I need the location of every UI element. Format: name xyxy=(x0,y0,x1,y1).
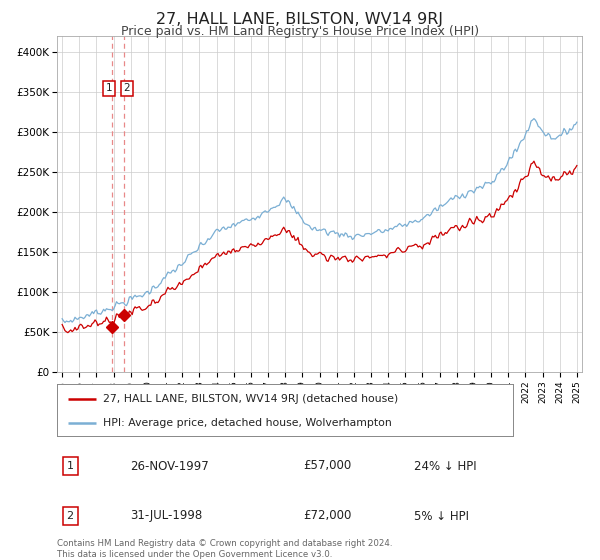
Text: 26-NOV-1997: 26-NOV-1997 xyxy=(131,460,209,473)
Text: £72,000: £72,000 xyxy=(304,510,352,522)
Text: 2: 2 xyxy=(67,511,74,521)
Text: Contains HM Land Registry data © Crown copyright and database right 2024.: Contains HM Land Registry data © Crown c… xyxy=(57,539,392,548)
Text: 5% ↓ HPI: 5% ↓ HPI xyxy=(414,510,469,522)
Text: 31-JUL-1998: 31-JUL-1998 xyxy=(131,510,203,522)
Text: 27, HALL LANE, BILSTON, WV14 9RJ (detached house): 27, HALL LANE, BILSTON, WV14 9RJ (detach… xyxy=(103,394,398,404)
Text: 24% ↓ HPI: 24% ↓ HPI xyxy=(414,460,476,473)
Text: HPI: Average price, detached house, Wolverhampton: HPI: Average price, detached house, Wolv… xyxy=(103,418,391,428)
Text: Price paid vs. HM Land Registry's House Price Index (HPI): Price paid vs. HM Land Registry's House … xyxy=(121,25,479,38)
Text: 2: 2 xyxy=(124,83,130,94)
Text: This data is licensed under the Open Government Licence v3.0.: This data is licensed under the Open Gov… xyxy=(57,550,332,559)
Text: 1: 1 xyxy=(106,83,112,94)
Text: 27, HALL LANE, BILSTON, WV14 9RJ: 27, HALL LANE, BILSTON, WV14 9RJ xyxy=(157,12,443,27)
Text: £57,000: £57,000 xyxy=(304,460,352,473)
Text: 1: 1 xyxy=(67,461,74,471)
